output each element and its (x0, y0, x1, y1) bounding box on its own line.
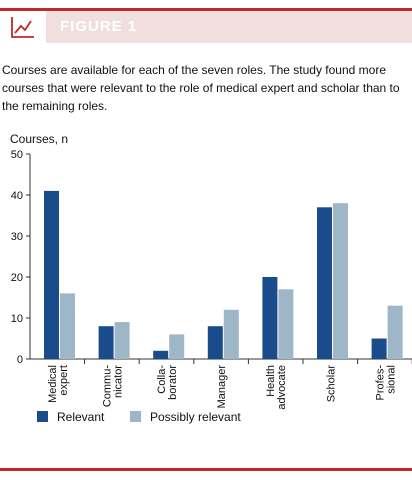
y-tick-label: 30 (11, 231, 23, 243)
bar-possibly-relevant (169, 334, 185, 359)
figure-caption: Courses are available for each of the se… (2, 63, 400, 113)
x-tick-label: Health (265, 365, 277, 397)
x-tick-label: Medical (47, 365, 59, 403)
bar-relevant (44, 190, 59, 359)
x-tick-label: Colla- (156, 365, 168, 394)
x-tick-label: advocate (276, 365, 288, 410)
bar-relevant (207, 326, 223, 359)
bar-relevant (371, 338, 387, 359)
x-tick-label: Scholar (325, 365, 337, 403)
y-tick-label: 20 (11, 272, 23, 284)
header-band (0, 11, 412, 43)
bar-relevant (317, 207, 332, 359)
x-tick-label: nicator (112, 365, 124, 398)
bar-chart: Courses, n 0 10 20 30 40 50 Medical expert Commu-… (10, 132, 412, 424)
x-tick-label: Commu- (101, 365, 113, 408)
legend-label-relevant: Relevant (57, 410, 105, 424)
footer-rule (0, 468, 412, 471)
x-tick-label: Manager (216, 365, 228, 409)
legend-swatch-relevant (37, 411, 48, 422)
figure-header: FIGURE 1 (0, 8, 412, 43)
y-tick-label: 50 (11, 149, 23, 161)
bar-relevant (262, 277, 278, 359)
y-axis-label: Courses, n (10, 132, 68, 146)
figure-title: FIGURE 1 (60, 18, 138, 35)
header-rule (0, 8, 412, 11)
x-tick-label: sional (385, 365, 397, 394)
bar-possibly-relevant (223, 309, 239, 359)
y-tick-label: 10 (11, 313, 23, 325)
legend-swatch-possibly-relevant (130, 411, 141, 422)
bar-possibly-relevant (278, 289, 294, 359)
x-tick-label: expert (58, 365, 70, 396)
bar-relevant (98, 326, 114, 359)
bar-possibly-relevant (114, 322, 130, 359)
bar-possibly-relevant (387, 305, 403, 359)
y-tick-label: 0 (17, 354, 23, 366)
bar-possibly-relevant (60, 293, 75, 359)
x-tick-label: Profes- (374, 365, 386, 401)
bar-possibly-relevant (333, 203, 348, 359)
line-chart-icon (0, 11, 46, 43)
x-tick-label: borator (167, 365, 179, 400)
legend-label-possibly-relevant: Possibly relevant (150, 410, 241, 424)
bar-relevant (153, 350, 169, 359)
y-tick-label: 40 (11, 190, 23, 202)
